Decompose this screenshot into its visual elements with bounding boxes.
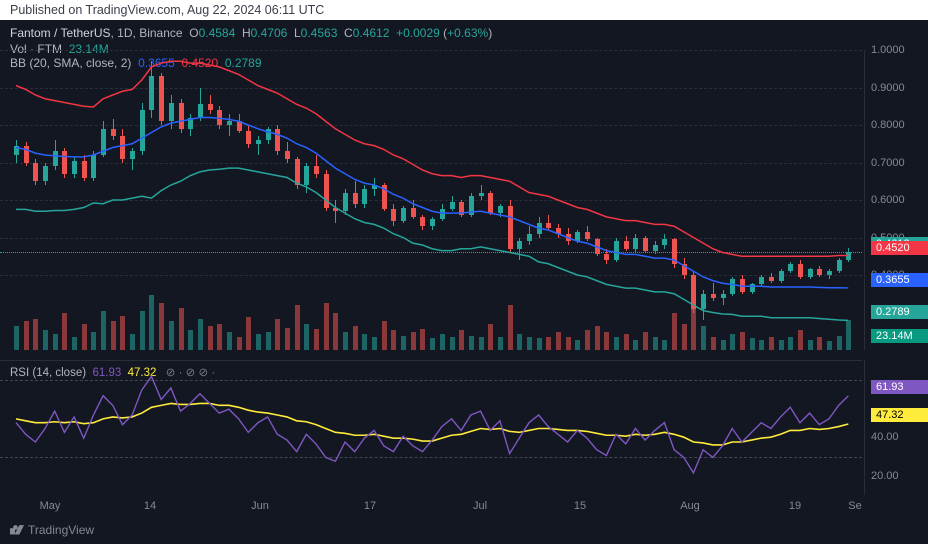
chart-container: Fantom / TetherUS, 1D, Binance O0.4584 H… bbox=[0, 20, 928, 541]
price-chart-pane[interactable] bbox=[0, 50, 862, 350]
ohlc-open: 0.4584 bbox=[199, 26, 236, 40]
ohlc-low: 0.4563 bbox=[301, 26, 338, 40]
rsi-y-axis: 20.0040.0061.9347.32 bbox=[864, 360, 928, 495]
brand-text: TradingView bbox=[28, 523, 94, 537]
change-abs: +0.0029 bbox=[396, 26, 440, 40]
price-y-axis: 0.40000.50000.60000.70000.80000.90001.00… bbox=[864, 50, 928, 350]
rsi-pane[interactable]: RSI (14, close) 61.93 47.32 ⊘ · ⊘ ⊘ · bbox=[0, 360, 862, 495]
change-pct: +0.63% bbox=[447, 26, 488, 40]
timeframe: 1D bbox=[117, 26, 132, 40]
ohlc-high: 0.4706 bbox=[251, 26, 288, 40]
symbol-pair[interactable]: Fantom / TetherUS bbox=[10, 26, 111, 40]
tradingview-logo[interactable]: TradingView bbox=[10, 522, 94, 537]
publish-info: Published on TradingView.com, Aug 22, 20… bbox=[0, 0, 928, 20]
exchange: Binance bbox=[139, 26, 182, 40]
time-x-axis: May14Jun17Jul15Aug19Se bbox=[0, 500, 862, 524]
symbol-header: Fantom / TetherUS, 1D, Binance O0.4584 H… bbox=[0, 20, 928, 42]
ohlc-close: 0.4612 bbox=[353, 26, 390, 40]
